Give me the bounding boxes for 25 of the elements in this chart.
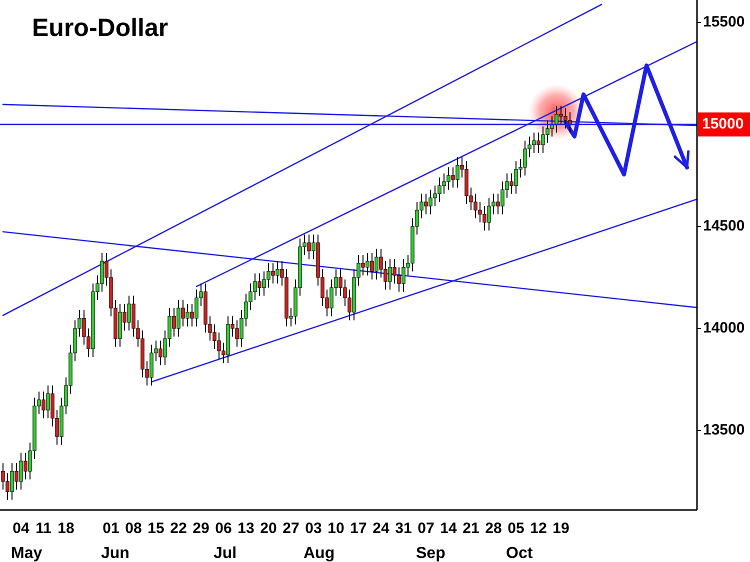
y-tick-label: 14000 (703, 319, 745, 336)
x-tick-label: 18 (58, 520, 74, 537)
y-tick-label: 13500 (703, 421, 745, 438)
x-tick-label: 15 (148, 520, 164, 537)
x-tick-label: 08 (125, 520, 142, 537)
x-tick-label: 21 (462, 520, 480, 537)
x-tick-label: 19 (552, 520, 570, 537)
x-tick-label: 14 (440, 520, 458, 537)
x-tick-label: 06 Jul (214, 520, 237, 562)
x-tick-label: 11 (36, 520, 52, 537)
x-tick-label: 20 (260, 520, 277, 537)
x-tick-label: 17 (350, 520, 367, 537)
x-tick-label: 22 (170, 520, 187, 537)
x-tick-label: 13 (238, 520, 254, 537)
x-tick-label: 10 (328, 520, 344, 537)
x-tick-label: 24 (372, 520, 390, 537)
x-tick-label: 12 (530, 520, 547, 537)
x-tick-label: 31 (395, 520, 412, 537)
text: Euro-Dollar (32, 14, 168, 42)
y-tick-label: 14500 (703, 217, 745, 234)
x-tick-label: 27 (282, 520, 300, 537)
x-tick-label: 29 (192, 520, 210, 537)
x-tick-label: 28 (485, 520, 502, 537)
y-tick-label: 15500 (703, 13, 745, 30)
ref-line-label: 15000 (702, 115, 744, 132)
